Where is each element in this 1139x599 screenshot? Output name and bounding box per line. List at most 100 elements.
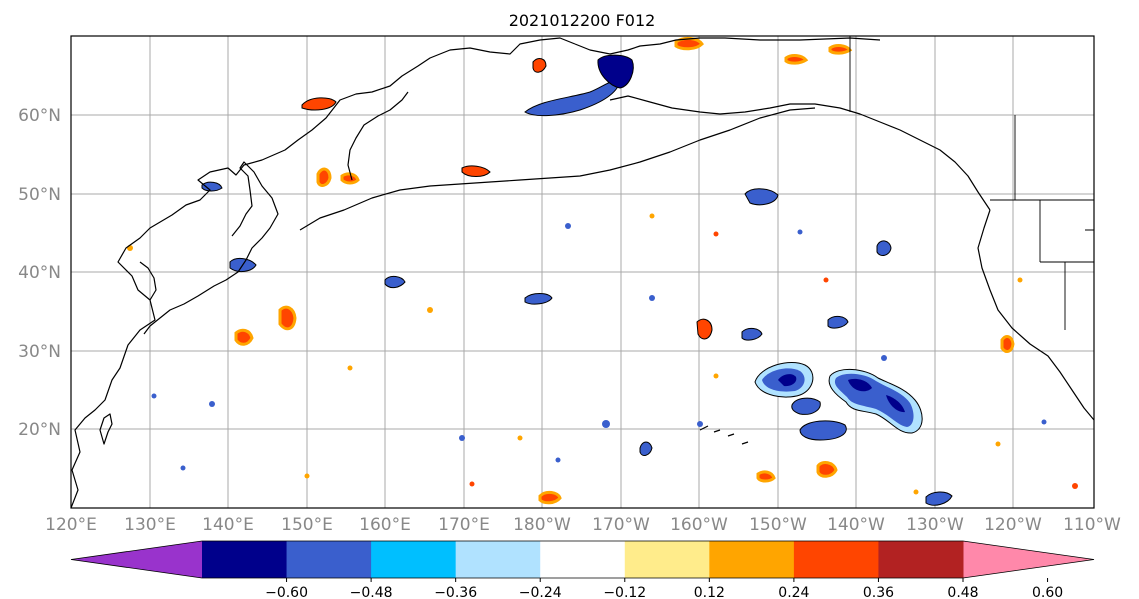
lon-label-160e: 160°E — [359, 515, 411, 535]
dot — [304, 473, 310, 479]
colorbar: −0.60 −0.48 −0.36 −0.24 −0.12 0.12 0.24 0.36 0.4… — [70, 540, 1095, 599]
neg-blob-w2 — [384, 275, 406, 289]
neg-blob-135w — [827, 315, 849, 329]
lat-label-30n: 30°N — [18, 342, 61, 362]
neg-blob-yukon — [597, 54, 634, 89]
colorbar-tick-label: −0.24 — [519, 585, 562, 599]
japan-main — [143, 161, 279, 335]
colorbar-tick-label: 0.24 — [778, 585, 809, 599]
hawaii-chain — [699, 425, 749, 445]
graticule — [71, 36, 1094, 508]
dot — [427, 307, 433, 313]
colorbar-segment — [540, 541, 626, 578]
pos-blob-npac — [461, 165, 491, 177]
lat-label-60n: 60°N — [18, 106, 61, 126]
pos-blob-alaska1 — [532, 58, 547, 73]
neg-blob-w3 — [201, 181, 223, 192]
pos-blob-160w — [696, 318, 713, 340]
pos-blob-east — [816, 461, 838, 478]
plot-title: 2021012200 F012 — [509, 11, 656, 30]
lon-label-140w: 140°W — [827, 515, 885, 535]
dot — [995, 441, 1001, 447]
lon-label-130e: 130°E — [124, 515, 176, 535]
neg-blob-east — [925, 491, 953, 506]
neg-blob-mid — [791, 397, 821, 415]
dot — [469, 481, 475, 487]
colorbar-segment — [624, 541, 710, 578]
coastlines — [71, 37, 1094, 508]
colorbar-extend-min — [71, 541, 202, 578]
colorbar-tick-label: −0.36 — [434, 585, 477, 599]
korea — [139, 261, 157, 301]
colorbar-segment — [793, 541, 879, 578]
lon-label-120e: 120°E — [45, 515, 97, 535]
dot — [797, 229, 803, 235]
taiwan — [99, 413, 113, 445]
dot — [555, 457, 561, 463]
aleutians — [299, 107, 816, 231]
dot — [649, 213, 655, 219]
colorbar-tick-label: 0.36 — [863, 585, 894, 599]
colorbar-tick-label: −0.60 — [265, 585, 308, 599]
kamchatka — [347, 91, 409, 181]
neg-blob-ne-pacific — [876, 240, 892, 256]
dot — [1041, 419, 1047, 425]
dot — [602, 420, 610, 428]
pos-blob-aleut — [301, 97, 337, 111]
lat-label-20n: 20°N — [18, 420, 61, 440]
pos-blob-kam — [316, 167, 332, 187]
map-frame — [70, 35, 1095, 509]
dot — [823, 277, 829, 283]
neg-blob-gulf — [744, 188, 779, 206]
colorbar-segment — [371, 541, 457, 578]
longitude-labels: 120°E 130°E 140°E 150°E 160°E 170°E 180°… — [45, 515, 1121, 535]
colorbar-segment — [202, 541, 288, 578]
lon-label-140e: 140°E — [202, 515, 254, 535]
dot — [180, 465, 186, 471]
dot — [713, 231, 719, 237]
colorbar-outline — [70, 540, 1095, 579]
neg-blob-hawaii — [639, 441, 653, 456]
lon-label-160w: 160°W — [670, 515, 728, 535]
dot — [459, 435, 465, 441]
dot — [913, 489, 919, 495]
lat-label-40n: 40°N — [18, 263, 61, 283]
political-borders — [849, 36, 1094, 330]
lon-label-180: 180°W — [513, 515, 571, 535]
lon-label-150w: 150°W — [749, 515, 807, 535]
colorbar-segment — [455, 541, 541, 578]
alaska-south — [609, 95, 991, 211]
dot — [649, 295, 655, 301]
anomaly-contours — [127, 36, 1078, 506]
dot — [209, 401, 215, 407]
dot — [347, 365, 353, 371]
alaska-north — [574, 37, 881, 55]
neg-blob-hawaii-ne-inner — [778, 374, 797, 387]
dot — [1017, 277, 1023, 283]
colorbar-segment — [709, 541, 795, 578]
colorbar-tick-label: 0.60 — [1032, 585, 1063, 599]
us-state-lines — [1039, 200, 1094, 330]
lon-label-150e: 150°E — [281, 515, 333, 535]
colorbar-segment — [286, 541, 372, 578]
colorbar-segment — [878, 541, 964, 578]
dot — [517, 435, 523, 441]
lat-label-50n: 50°N — [18, 185, 61, 205]
pos-blob-wpac — [538, 490, 562, 505]
lon-label-130w: 130°W — [906, 515, 964, 535]
dot — [151, 393, 157, 399]
pos-blob-sea — [756, 470, 776, 483]
dot — [697, 421, 703, 427]
pos-blob-nw — [234, 328, 254, 346]
neg-blob-140w-inner — [848, 378, 905, 413]
colorbar-tick-label: 0.12 — [694, 585, 725, 599]
dot — [127, 245, 133, 251]
lon-label-110w: 110°W — [1063, 515, 1121, 535]
colorbar-tick-label: −0.12 — [603, 585, 646, 599]
dot — [713, 373, 719, 379]
neg-blob-155w — [741, 327, 763, 341]
pos-blob-alaska3 — [784, 54, 809, 65]
colorbar-tick-label: −0.48 — [350, 585, 393, 599]
lon-label-170w: 170°W — [592, 515, 650, 535]
